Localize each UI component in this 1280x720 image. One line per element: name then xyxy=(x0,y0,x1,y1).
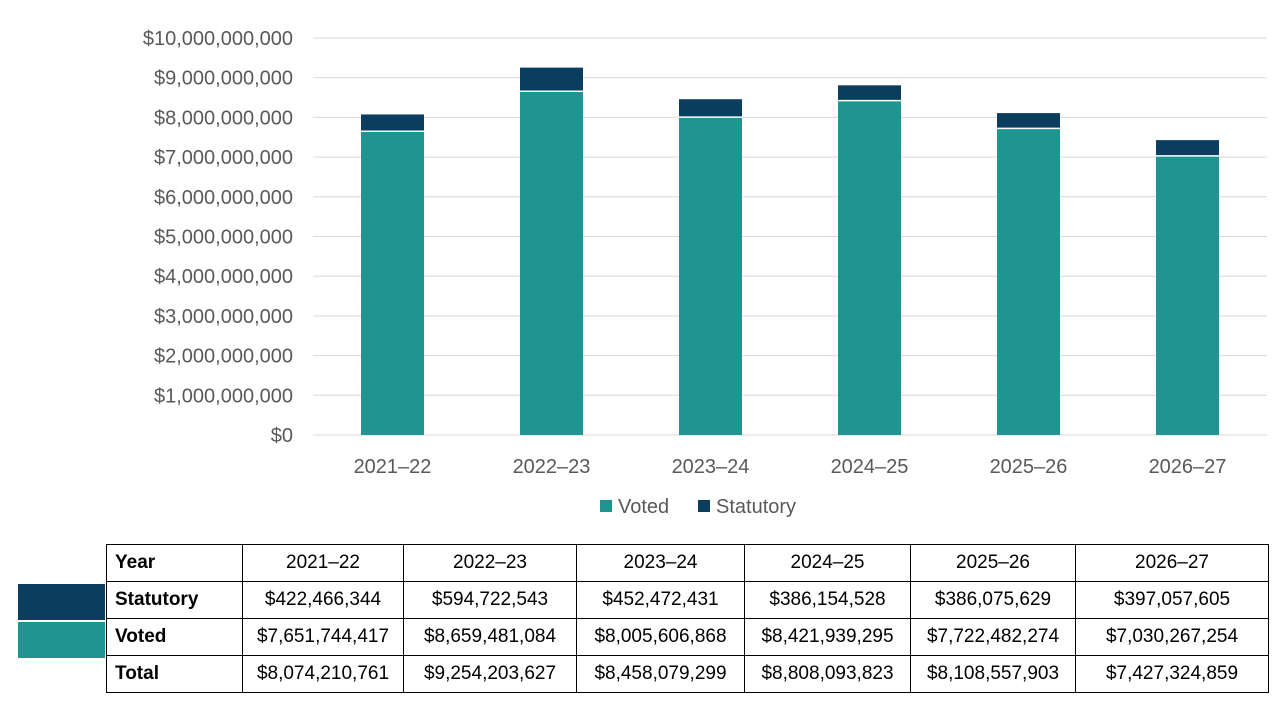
y-tick-label: $0 xyxy=(271,425,293,447)
table-header-cell: 2022–23 xyxy=(403,544,577,582)
table-cell: $8,659,481,084 xyxy=(403,618,577,656)
table-row-label: Voted xyxy=(106,618,243,656)
table-cell: $7,651,744,417 xyxy=(242,618,404,656)
bar-voted xyxy=(997,128,1060,435)
table-cell: $452,472,431 xyxy=(576,581,745,619)
gridlines xyxy=(313,37,1267,436)
x-tick-label: 2022–23 xyxy=(513,456,591,478)
table-header-cell: 2021–22 xyxy=(242,544,404,582)
legend-swatch-voted xyxy=(600,500,612,512)
bar-voted xyxy=(361,131,424,435)
bar-voted xyxy=(679,117,742,436)
table-cell: $8,458,079,299 xyxy=(576,655,745,693)
stacked-bar-chart: $0 $1,000,000,000 $2,000,000,000 $3,000,000… xyxy=(143,28,1267,518)
table-cell: $8,074,210,761 xyxy=(242,655,404,693)
legend-swatch-statutory xyxy=(698,500,710,512)
table-cell: $422,466,344 xyxy=(242,581,404,619)
y-tick-label: $10,000,000,000 xyxy=(143,28,293,50)
table-cell: $8,005,606,868 xyxy=(576,618,745,656)
table-cell: $9,254,203,627 xyxy=(403,655,577,693)
table-header-cell: Year xyxy=(106,544,243,582)
table-cell: $7,030,267,254 xyxy=(1075,618,1269,656)
x-axis-ticks: 2021–22 2022–23 2023–24 2024–25 2025–26 2026–… xyxy=(354,456,1227,478)
table-cell: $7,722,482,274 xyxy=(910,618,1076,656)
table-cell: $8,421,939,295 xyxy=(744,618,911,656)
table-header-cell: 2026–27 xyxy=(1075,544,1269,582)
bar-statutory xyxy=(361,114,424,132)
y-tick-label: $3,000,000,000 xyxy=(154,306,293,328)
x-tick-label: 2021–22 xyxy=(354,456,432,478)
y-tick-label: $2,000,000,000 xyxy=(154,346,293,368)
y-axis-ticks: $0 $1,000,000,000 $2,000,000,000 $3,000,000… xyxy=(143,28,293,447)
data-table: Year 2021–22 2022–23 2023–24 2024–25 202… xyxy=(106,544,1269,693)
table-row-voted: Voted $7,651,744,417 $8,659,481,084 $8,0… xyxy=(106,618,1269,656)
row-swatch-statutory xyxy=(18,584,105,620)
table-cell: $8,108,557,903 xyxy=(910,655,1076,693)
bar-statutory xyxy=(838,85,901,101)
y-tick-label: $6,000,000,000 xyxy=(154,187,293,209)
table-row-statutory: Statutory $422,466,344 $594,722,543 $452… xyxy=(106,581,1269,619)
legend: Voted Statutory xyxy=(600,496,796,518)
x-tick-label: 2026–27 xyxy=(1149,456,1227,478)
x-tick-label: 2023–24 xyxy=(672,456,750,478)
table-header-row: Year 2021–22 2022–23 2023–24 2024–25 202… xyxy=(106,544,1269,582)
table-cell: $386,075,629 xyxy=(910,581,1076,619)
legend-label-voted: Voted xyxy=(618,496,669,518)
y-tick-label: $1,000,000,000 xyxy=(154,385,293,407)
row-swatch-voted xyxy=(18,622,105,658)
bars xyxy=(361,67,1219,436)
y-tick-label: $7,000,000,000 xyxy=(154,147,293,169)
bar-statutory xyxy=(520,67,583,92)
table-cell: $8,808,093,823 xyxy=(744,655,911,693)
table-row-total: Total $8,074,210,761 $9,254,203,627 $8,4… xyxy=(106,655,1269,693)
bar-statutory xyxy=(679,99,742,118)
table-header-cell: 2023–24 xyxy=(576,544,745,582)
x-tick-label: 2025–26 xyxy=(990,456,1068,478)
table-cell: $397,057,605 xyxy=(1075,581,1269,619)
bar-voted xyxy=(838,100,901,435)
table-cell: $386,154,528 xyxy=(744,581,911,619)
bar-voted xyxy=(1156,155,1219,436)
bar-statutory xyxy=(1156,140,1219,156)
y-tick-label: $5,000,000,000 xyxy=(154,227,293,249)
bar-statutory xyxy=(997,113,1060,129)
table-cell: $7,427,324,859 xyxy=(1075,655,1269,693)
x-tick-label: 2024–25 xyxy=(831,456,909,478)
y-tick-label: $9,000,000,000 xyxy=(154,68,293,90)
table-cell: $594,722,543 xyxy=(403,581,577,619)
table-row-label: Statutory xyxy=(106,581,243,619)
bar-voted xyxy=(520,91,583,435)
legend-label-statutory: Statutory xyxy=(716,496,796,518)
table-header-cell: 2024–25 xyxy=(744,544,911,582)
y-tick-label: $4,000,000,000 xyxy=(154,266,293,288)
table-header-cell: 2025–26 xyxy=(910,544,1076,582)
table-row-label: Total xyxy=(106,655,243,693)
y-tick-label: $8,000,000,000 xyxy=(154,107,293,129)
